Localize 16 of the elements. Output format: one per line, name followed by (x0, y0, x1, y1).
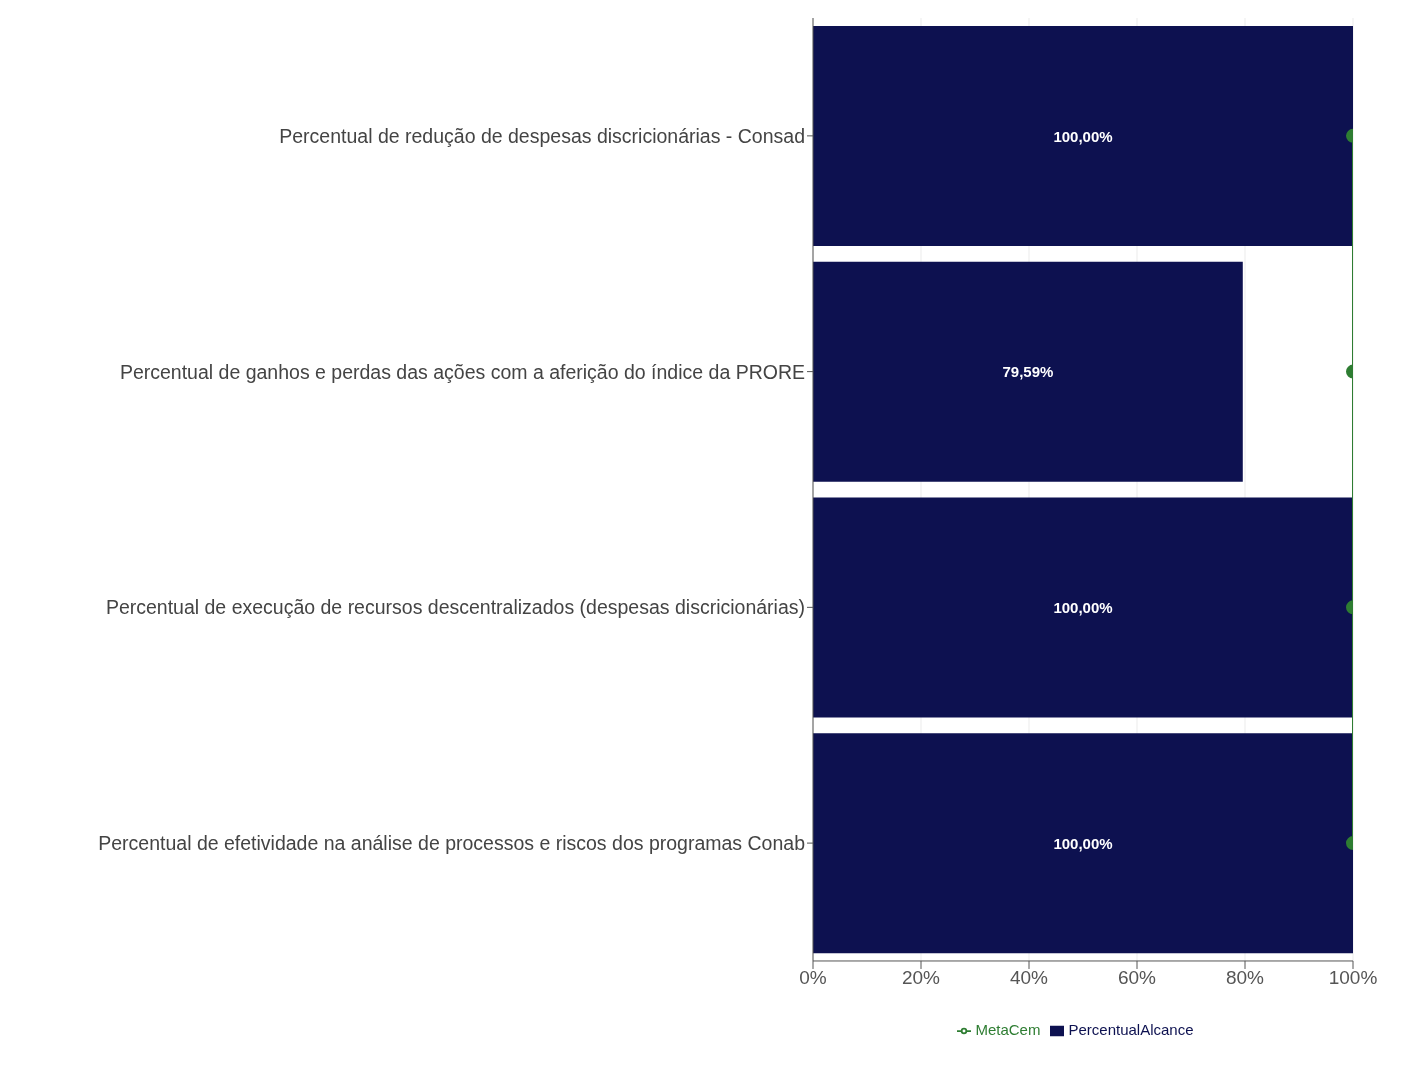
legend-label: PercentualAlcance (1068, 1020, 1194, 1038)
data-label: 100,00% (1053, 598, 1113, 616)
legend-label: MetaCem (975, 1020, 1041, 1038)
y-tick-label: Percentual de execução de recursos descentralizados (despesas discricionárias) (105, 596, 805, 619)
data-label: 100,00% (1053, 127, 1113, 145)
x-tick-label: 20% (901, 967, 941, 989)
x-tick-label: 0% (799, 967, 827, 989)
y-tick-label: Percentual de efetividade na análise de processos e riscos dos programas Conab (98, 832, 806, 855)
x-tick-label: 100% (1328, 967, 1378, 989)
x-tick-label: 40% (1009, 967, 1049, 989)
data-label: 100,00% (1053, 834, 1113, 852)
x-tick-label: 80% (1225, 967, 1265, 989)
x-tick-label: 60% (1117, 967, 1157, 989)
data-label: 79,59% (1002, 363, 1054, 381)
y-tick-label: Percentual de ganhos e perdas das ações com a aferição do índice da PRORE (119, 360, 805, 383)
y-tick-label: Percentual de redução de despesas discricionárias - Consad (279, 124, 805, 147)
